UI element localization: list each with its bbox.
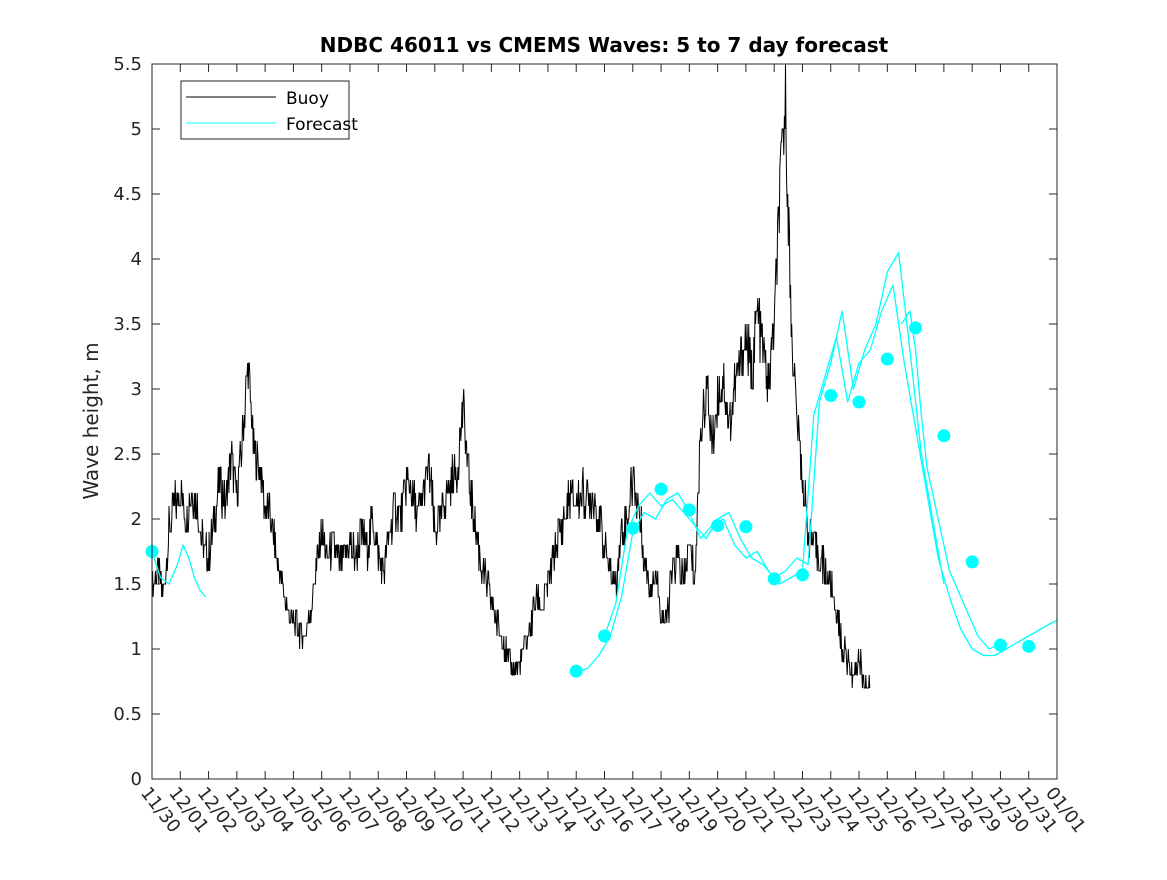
y-tick-label: 5.5 <box>113 54 142 75</box>
forecast-point <box>824 389 838 402</box>
forecast-point <box>626 521 640 535</box>
forecast-point <box>965 555 979 569</box>
forecast-point <box>852 395 866 409</box>
y-tick-label: 1 <box>131 639 142 660</box>
forecast-series-line-1 <box>575 284 1058 674</box>
forecast-point <box>682 503 696 517</box>
y-tick-label: 3.5 <box>113 314 142 335</box>
forecast-point <box>767 572 781 586</box>
y-tick-label: 1.5 <box>113 574 142 595</box>
forecast-point <box>880 352 894 366</box>
forecast-point <box>654 482 668 496</box>
y-tick-label: 2.5 <box>113 444 142 465</box>
forecast-point <box>598 629 611 643</box>
chart-title: NDBC 46011 vs CMEMS Waves: 5 to 7 day fo… <box>320 33 889 57</box>
forecast-point <box>569 664 583 678</box>
plot-frame <box>151 63 1058 780</box>
plot-data-layer <box>145 63 1058 689</box>
y-tick-label: 4 <box>131 249 142 270</box>
forecast-point <box>909 321 923 335</box>
legend: Buoy Forecast <box>180 80 358 140</box>
forecast-series-line-3 <box>900 310 1007 650</box>
forecast-point <box>711 519 725 532</box>
y-tick-label: 5 <box>131 119 142 140</box>
y-tick-label: 0 <box>131 769 142 790</box>
y-tick-label: 4.5 <box>113 184 142 205</box>
forecast-point <box>937 429 951 443</box>
forecast-point <box>739 520 753 534</box>
buoy-series-line <box>151 63 871 689</box>
legend-box <box>180 80 350 140</box>
y-tick-label: 0.5 <box>113 704 142 725</box>
forecast-point <box>993 638 1007 652</box>
legend-forecast-label: Forecast <box>286 115 358 135</box>
forecast-point <box>1022 639 1036 653</box>
y-tick-label: 2 <box>131 509 142 530</box>
forecast-series-line-0 <box>151 544 207 598</box>
forecast-point <box>796 568 809 582</box>
y-tick-label: 3 <box>131 379 142 400</box>
axes: 00.511.522.533.544.555.511/3012/0112/021… <box>113 54 1089 837</box>
legend-buoy-label: Buoy <box>286 89 329 109</box>
y-axis-label: Wave height, m <box>79 342 103 499</box>
